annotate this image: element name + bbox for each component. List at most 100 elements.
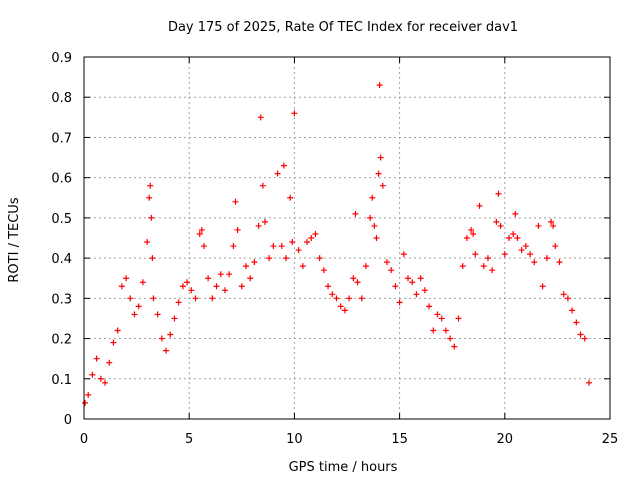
data-point	[358, 295, 365, 302]
data-point	[501, 251, 508, 258]
data-point	[270, 243, 277, 250]
data-point	[196, 230, 203, 237]
data-point	[149, 255, 156, 262]
data-point	[556, 259, 563, 266]
data-point	[316, 255, 323, 262]
x-axis-label: GPS time / hours	[289, 460, 398, 475]
data-point	[560, 291, 567, 298]
data-point	[352, 210, 359, 217]
data-point	[417, 275, 424, 282]
data-point	[255, 222, 262, 229]
data-point	[569, 307, 576, 314]
data-point	[82, 399, 89, 406]
plot-frame	[83, 56, 611, 420]
data-point	[522, 243, 529, 250]
data-point	[472, 251, 479, 258]
data-point	[518, 247, 525, 254]
data-point	[158, 335, 165, 342]
y-tick-label: 0.3	[51, 292, 72, 307]
data-point	[455, 315, 462, 322]
data-point	[232, 198, 239, 205]
data-point	[539, 283, 546, 290]
data-point	[308, 235, 315, 241]
data-point	[480, 263, 487, 270]
data-point	[543, 255, 550, 262]
data-point	[527, 251, 534, 258]
data-point	[434, 311, 441, 318]
data-point	[188, 287, 195, 294]
data-point	[470, 230, 477, 237]
data-point	[261, 218, 268, 225]
y-tick-label: 0	[64, 413, 72, 428]
x-tick-label: 0	[80, 432, 88, 447]
data-point	[346, 295, 353, 302]
data-point	[373, 235, 380, 241]
data-point	[89, 371, 96, 378]
data-point	[379, 182, 386, 189]
chart-title: Day 175 of 2025, Rate Of TEC Index for r…	[168, 20, 518, 35]
data-point	[550, 222, 557, 229]
data-point	[114, 327, 121, 334]
data-point	[337, 303, 344, 310]
y-tick-label: 0.8	[51, 91, 72, 106]
x-tick-label: 10	[286, 432, 303, 447]
data-point	[510, 230, 517, 237]
data-point	[163, 347, 170, 354]
data-point	[291, 110, 298, 117]
data-point	[329, 291, 336, 298]
data-point	[106, 359, 113, 366]
data-point	[295, 247, 302, 254]
data-point	[127, 295, 134, 302]
data-point	[376, 82, 383, 89]
data-point	[388, 267, 395, 274]
data-point	[131, 311, 138, 318]
data-point	[573, 319, 580, 326]
data-point	[274, 170, 281, 177]
data-point	[451, 343, 458, 350]
data-point	[289, 239, 296, 246]
data-point	[325, 283, 332, 290]
data-point	[512, 210, 519, 217]
data-point	[484, 255, 491, 262]
data-point	[369, 194, 376, 201]
data-point	[405, 275, 412, 282]
data-point	[476, 202, 483, 209]
data-point	[383, 259, 390, 266]
data-point	[552, 243, 559, 250]
data-point	[247, 275, 254, 282]
data-point	[489, 267, 496, 274]
data-point	[205, 275, 212, 282]
data-point	[421, 287, 428, 294]
data-point	[400, 251, 407, 258]
data-point	[362, 263, 369, 270]
data-point	[426, 303, 433, 310]
data-point	[577, 331, 584, 338]
data-point	[148, 214, 155, 221]
data-point	[495, 190, 502, 197]
data-point	[118, 283, 125, 290]
x-tick-label: 15	[391, 432, 408, 447]
data-point	[413, 291, 420, 298]
data-point	[93, 355, 100, 362]
data-point	[375, 170, 382, 177]
data-point	[463, 235, 470, 241]
data-point	[282, 255, 289, 262]
data-point	[192, 295, 199, 302]
data-point	[198, 226, 205, 233]
data-point	[392, 283, 399, 290]
y-tick-label: 0.4	[51, 252, 72, 267]
data-point	[312, 230, 319, 237]
data-point	[447, 335, 454, 342]
data-point	[581, 335, 588, 342]
y-tick-label: 0.2	[51, 333, 72, 348]
y-tick-label: 0.7	[51, 131, 72, 146]
data-point	[350, 275, 357, 282]
data-point	[123, 275, 130, 282]
data-point	[213, 283, 220, 290]
data-point	[209, 295, 216, 302]
data-point	[354, 279, 361, 286]
tick-labels: 0 5 10 15 20 25 0 0.1 0.2 0.3 0.4 0.5 0.6 0.7 0.8 0.9	[51, 51, 618, 447]
data-point	[139, 279, 146, 286]
data-point	[226, 271, 233, 278]
